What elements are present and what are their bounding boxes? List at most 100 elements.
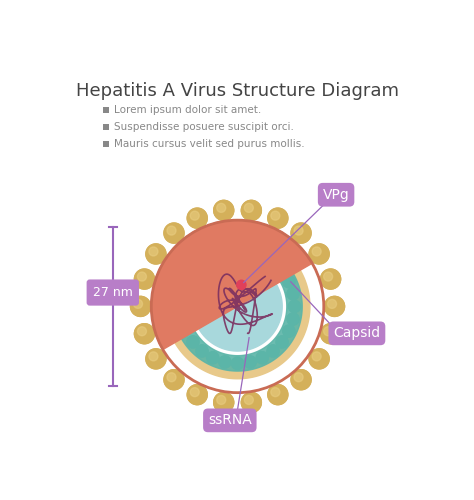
Circle shape <box>137 272 146 281</box>
Circle shape <box>267 345 279 357</box>
Circle shape <box>283 276 295 288</box>
Circle shape <box>190 211 199 220</box>
Text: 27 nm: 27 nm <box>93 286 133 299</box>
Circle shape <box>217 204 226 212</box>
Circle shape <box>237 280 246 289</box>
Bar <box>103 124 109 130</box>
Circle shape <box>214 200 234 220</box>
Bar <box>103 141 109 147</box>
Circle shape <box>149 247 158 256</box>
Circle shape <box>187 336 199 348</box>
Circle shape <box>324 272 333 281</box>
Text: Mauris cursus velit sed purus mollis.: Mauris cursus velit sed purus mollis. <box>114 139 304 149</box>
Circle shape <box>328 300 337 308</box>
Circle shape <box>146 244 166 264</box>
Circle shape <box>190 388 199 396</box>
Circle shape <box>271 211 280 220</box>
Circle shape <box>187 208 207 228</box>
Polygon shape <box>151 220 312 350</box>
Circle shape <box>134 300 143 308</box>
Circle shape <box>309 244 329 264</box>
Circle shape <box>241 200 261 220</box>
Circle shape <box>294 226 303 235</box>
Circle shape <box>135 324 155 344</box>
Circle shape <box>244 204 253 212</box>
Polygon shape <box>199 284 282 351</box>
Circle shape <box>287 313 299 325</box>
Circle shape <box>167 372 176 382</box>
Text: Capsid: Capsid <box>333 326 381 340</box>
Circle shape <box>320 269 341 289</box>
Circle shape <box>137 326 146 336</box>
Circle shape <box>256 352 268 364</box>
Circle shape <box>135 269 155 289</box>
Circle shape <box>167 226 176 235</box>
Circle shape <box>291 223 311 243</box>
Circle shape <box>241 392 261 412</box>
Circle shape <box>134 300 143 308</box>
Circle shape <box>309 349 329 369</box>
Circle shape <box>214 200 234 220</box>
Circle shape <box>320 324 341 344</box>
Circle shape <box>146 349 166 369</box>
Text: VPg: VPg <box>323 188 349 202</box>
Circle shape <box>219 356 231 368</box>
Circle shape <box>151 220 324 392</box>
Polygon shape <box>175 270 310 379</box>
Circle shape <box>214 392 234 412</box>
Circle shape <box>130 296 151 316</box>
Circle shape <box>244 396 253 404</box>
Circle shape <box>137 326 146 336</box>
Circle shape <box>268 384 288 404</box>
Circle shape <box>325 296 345 316</box>
Circle shape <box>149 352 158 361</box>
Circle shape <box>244 204 253 212</box>
Circle shape <box>217 204 226 212</box>
Circle shape <box>135 324 155 344</box>
Circle shape <box>167 372 176 382</box>
Circle shape <box>207 352 219 364</box>
Circle shape <box>164 370 184 390</box>
Circle shape <box>294 372 303 382</box>
Circle shape <box>217 396 226 404</box>
Circle shape <box>324 326 333 336</box>
Circle shape <box>244 356 256 368</box>
Circle shape <box>196 345 208 357</box>
Circle shape <box>309 244 329 264</box>
Circle shape <box>291 223 311 243</box>
Circle shape <box>137 272 146 281</box>
Circle shape <box>271 211 280 220</box>
Circle shape <box>324 272 333 281</box>
Circle shape <box>287 288 299 300</box>
Circle shape <box>271 388 280 396</box>
Circle shape <box>214 392 234 412</box>
Text: Suspendisse posuere suscipit orci.: Suspendisse posuere suscipit orci. <box>114 122 293 132</box>
Circle shape <box>190 388 199 396</box>
Circle shape <box>291 370 311 390</box>
FancyBboxPatch shape <box>87 280 139 305</box>
Circle shape <box>291 370 311 390</box>
Circle shape <box>241 200 261 220</box>
Circle shape <box>244 396 253 404</box>
Circle shape <box>190 211 199 220</box>
Circle shape <box>268 208 288 228</box>
Circle shape <box>283 325 295 338</box>
Polygon shape <box>182 274 302 371</box>
Circle shape <box>187 384 207 404</box>
Polygon shape <box>163 264 324 392</box>
Circle shape <box>312 247 321 256</box>
Circle shape <box>328 300 337 308</box>
Circle shape <box>135 269 155 289</box>
Circle shape <box>268 384 288 404</box>
Circle shape <box>268 208 288 228</box>
Circle shape <box>217 396 226 404</box>
Circle shape <box>130 296 151 316</box>
Text: ssRNA: ssRNA <box>208 414 252 428</box>
Circle shape <box>320 269 341 289</box>
Circle shape <box>309 349 329 369</box>
Circle shape <box>187 208 207 228</box>
Circle shape <box>312 247 321 256</box>
Circle shape <box>167 226 176 235</box>
Circle shape <box>164 370 184 390</box>
Circle shape <box>325 296 345 316</box>
